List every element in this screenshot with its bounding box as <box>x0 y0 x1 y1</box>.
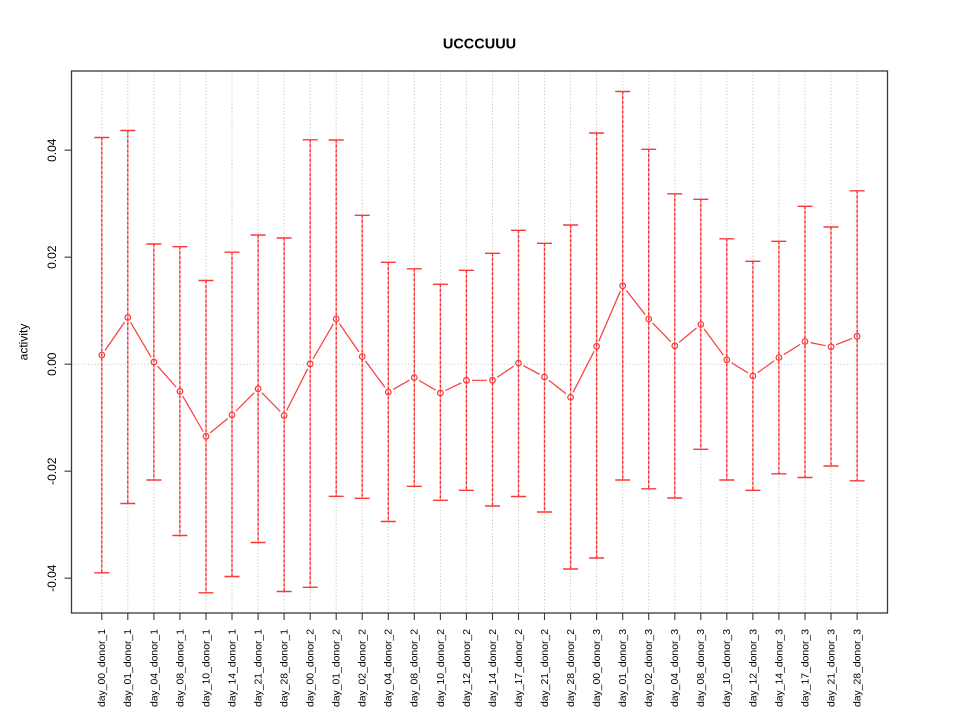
svg-text:day_21_donor_1: day_21_donor_1 <box>254 629 265 707</box>
svg-text:day_08_donor_1: day_08_donor_1 <box>175 629 186 707</box>
svg-text:day_02_donor_3: day_02_donor_3 <box>644 629 655 707</box>
svg-text:day_17_donor_3: day_17_donor_3 <box>800 629 811 707</box>
svg-text:day_04_donor_3: day_04_donor_3 <box>670 629 681 707</box>
svg-text:day_14_donor_3: day_14_donor_3 <box>774 629 785 707</box>
svg-text:day_10_donor_1: day_10_donor_1 <box>201 629 212 707</box>
svg-text:day_01_donor_2: day_01_donor_2 <box>332 629 343 707</box>
svg-text:day_00_donor_2: day_00_donor_2 <box>306 629 317 707</box>
svg-text:day_00_donor_1: day_00_donor_1 <box>97 629 108 707</box>
svg-text:day_14_donor_1: day_14_donor_1 <box>227 629 238 707</box>
svg-text:-0.02: -0.02 <box>45 457 59 485</box>
svg-text:day_01_donor_1: day_01_donor_1 <box>123 629 134 707</box>
svg-text:day_28_donor_3: day_28_donor_3 <box>853 629 864 707</box>
svg-text:day_10_donor_3: day_10_donor_3 <box>722 629 733 707</box>
svg-text:day_04_donor_2: day_04_donor_2 <box>384 629 395 707</box>
svg-text:day_21_donor_3: day_21_donor_3 <box>826 629 837 707</box>
svg-text:0.04: 0.04 <box>45 138 59 162</box>
svg-text:day_12_donor_3: day_12_donor_3 <box>748 629 759 707</box>
svg-text:day_00_donor_3: day_00_donor_3 <box>592 629 603 707</box>
svg-text:0.02: 0.02 <box>45 245 59 269</box>
svg-text:day_14_donor_2: day_14_donor_2 <box>488 629 499 707</box>
svg-text:0.00: 0.00 <box>45 352 59 376</box>
svg-text:day_04_donor_1: day_04_donor_1 <box>149 629 160 707</box>
svg-text:day_28_donor_1: day_28_donor_1 <box>280 629 291 707</box>
svg-text:activity: activity <box>17 324 31 361</box>
svg-text:day_28_donor_2: day_28_donor_2 <box>566 629 577 707</box>
svg-text:-0.04: -0.04 <box>45 564 59 592</box>
svg-text:day_08_donor_3: day_08_donor_3 <box>696 629 707 707</box>
svg-text:day_02_donor_2: day_02_donor_2 <box>358 629 369 707</box>
svg-text:UCCCUUU: UCCCUUU <box>443 37 516 53</box>
svg-text:day_17_donor_2: day_17_donor_2 <box>514 629 525 707</box>
svg-text:day_08_donor_2: day_08_donor_2 <box>410 629 421 707</box>
svg-text:day_10_donor_2: day_10_donor_2 <box>436 629 447 707</box>
svg-text:day_01_donor_3: day_01_donor_3 <box>618 629 629 707</box>
svg-text:day_21_donor_2: day_21_donor_2 <box>540 629 551 707</box>
svg-text:day_12_donor_2: day_12_donor_2 <box>462 629 473 707</box>
